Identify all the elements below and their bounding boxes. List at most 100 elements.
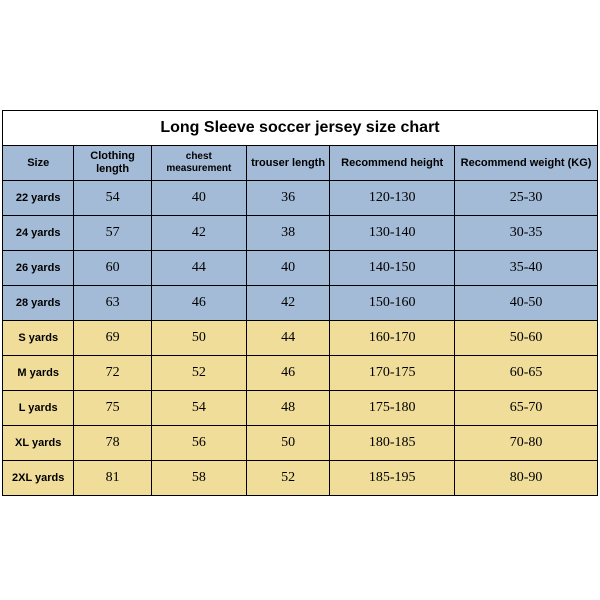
value-text: 38 (281, 225, 295, 240)
value-cell: 35-40 (455, 251, 598, 286)
value-cell: 60 (74, 251, 151, 286)
value-cell: 75 (74, 391, 151, 426)
value-text: 46 (281, 365, 295, 380)
value-cell: 185-195 (330, 461, 455, 496)
value-cell: 52 (151, 356, 246, 391)
size-cell: XL yards (3, 426, 74, 461)
value-cell: 54 (74, 181, 151, 216)
value-text: 69 (106, 330, 120, 345)
table-row: L yards 75 54 48 175-180 65-70 (3, 391, 598, 426)
value-cell: 57 (74, 216, 151, 251)
value-cell: 44 (246, 321, 329, 356)
size-cell: L yards (3, 391, 74, 426)
value-cell: 120-130 (330, 181, 455, 216)
col-header-size: Size (3, 146, 74, 181)
value-cell: 72 (74, 356, 151, 391)
size-cell: 2XL yards (3, 461, 74, 496)
col-header-trouser-length: trouser length (246, 146, 329, 181)
value-cell: 81 (74, 461, 151, 496)
size-cell: 24 yards (3, 216, 74, 251)
value-text: 140-150 (369, 260, 416, 275)
value-cell: 25-30 (455, 181, 598, 216)
value-cell: 54 (151, 391, 246, 426)
table-row: M yards 72 52 46 170-175 60-65 (3, 356, 598, 391)
table-row: 22 yards544036120-13025-30 (3, 181, 598, 216)
value-text: 63 (106, 295, 120, 310)
value-cell: 38 (246, 216, 329, 251)
table-row: XL yards 78 56 50 180-185 70-80 (3, 426, 598, 461)
value-cell: 63 (74, 286, 151, 321)
value-cell: 36 (246, 181, 329, 216)
value-cell: 48 (246, 391, 329, 426)
value-cell: 42 (151, 216, 246, 251)
value-cell: 46 (151, 286, 246, 321)
value-text: 50 (192, 330, 206, 345)
value-text: 42 (281, 295, 295, 310)
value-text: 36 (281, 190, 295, 205)
table-row: S yards 69 50 44 160-170 50-60 (3, 321, 598, 356)
col-header-clothing-length: Clothing length (74, 146, 151, 181)
chart-title: Long Sleeve soccer jersey size chart (2, 110, 598, 145)
size-cell: M yards (3, 356, 74, 391)
value-text: 180-185 (369, 435, 416, 450)
value-cell: 78 (74, 426, 151, 461)
value-text: 60-65 (510, 365, 543, 380)
value-cell: 50 (151, 321, 246, 356)
value-text: 150-160 (369, 295, 416, 310)
size-chart-container: Long Sleeve soccer jersey size chart Siz… (2, 110, 598, 496)
value-text: 58 (192, 470, 206, 485)
value-cell: 80-90 (455, 461, 598, 496)
value-text: 56 (192, 435, 206, 450)
value-cell: 44 (151, 251, 246, 286)
value-cell: 130-140 (330, 216, 455, 251)
value-text: 75 (106, 400, 120, 415)
value-text: 170-175 (369, 365, 416, 380)
value-text: 25-30 (510, 190, 543, 205)
value-cell: 140-150 (330, 251, 455, 286)
value-text: 40 (281, 260, 295, 275)
value-cell: 58 (151, 461, 246, 496)
value-text: 30-35 (510, 225, 543, 240)
table-row: 28 yards634642150-16040-50 (3, 286, 598, 321)
value-cell: 56 (151, 426, 246, 461)
col-header-recommend-height: Recommend height (330, 146, 455, 181)
value-text: 40-50 (510, 295, 543, 310)
value-cell: 170-175 (330, 356, 455, 391)
value-text: 175-180 (369, 400, 416, 415)
value-cell: 60-65 (455, 356, 598, 391)
value-cell: 65-70 (455, 391, 598, 426)
value-text: 52 (192, 365, 206, 380)
value-text: 72 (106, 365, 120, 380)
value-text: 50-60 (510, 330, 543, 345)
value-cell: 50-60 (455, 321, 598, 356)
table-row: 24 yards 57 42 38 130-140 30-35 (3, 216, 598, 251)
value-text: 50 (281, 435, 295, 450)
col-header-recommend-weight: Recommend weight (KG) (455, 146, 598, 181)
value-cell: 46 (246, 356, 329, 391)
value-text: 44 (192, 260, 206, 275)
value-cell: 70-80 (455, 426, 598, 461)
value-text: 42 (192, 225, 206, 240)
value-cell: 69 (74, 321, 151, 356)
value-cell: 50 (246, 426, 329, 461)
value-text: 52 (281, 470, 295, 485)
value-cell: 160-170 (330, 321, 455, 356)
value-text: 35-40 (510, 260, 543, 275)
value-text: 78 (106, 435, 120, 450)
table-body: 22 yards544036120-13025-3024 yards574238… (3, 181, 598, 496)
value-text: 40 (192, 190, 206, 205)
value-text: 46 (192, 295, 206, 310)
value-cell: 30-35 (455, 216, 598, 251)
table-header-row: Size Clothing length chest measurement t… (3, 146, 598, 181)
value-text: 185-195 (369, 470, 416, 485)
value-text: 54 (192, 400, 206, 415)
value-cell: 40 (246, 251, 329, 286)
value-cell: 52 (246, 461, 329, 496)
value-text: 54 (106, 190, 120, 205)
size-cell: S yards (3, 321, 74, 356)
value-cell: 42 (246, 286, 329, 321)
value-text: 44 (281, 330, 295, 345)
value-text: 57 (106, 225, 120, 240)
value-text: 48 (281, 400, 295, 415)
value-cell: 40-50 (455, 286, 598, 321)
